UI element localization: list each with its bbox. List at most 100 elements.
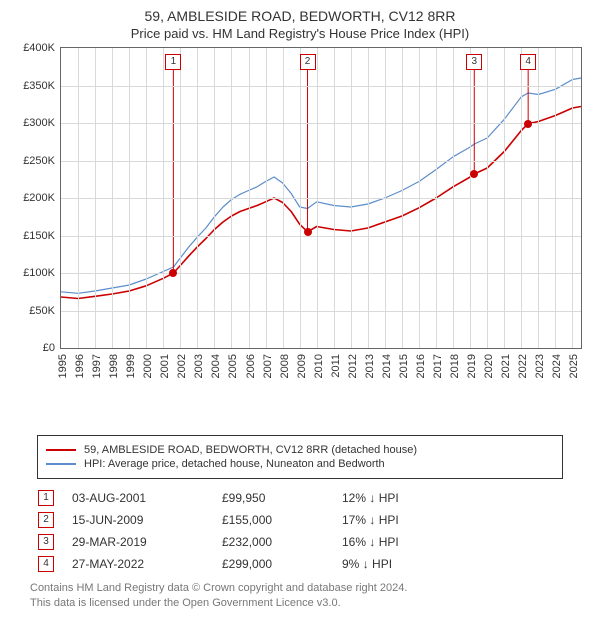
grid-line-v bbox=[402, 48, 403, 348]
grid-line-v bbox=[419, 48, 420, 348]
footnote: Contains HM Land Registry data © Crown c… bbox=[30, 581, 570, 611]
sale-marker-point bbox=[304, 228, 312, 236]
x-tick-label: 2003 bbox=[193, 354, 205, 378]
arrow-down-icon: ↓ bbox=[369, 535, 375, 549]
grid-line-v bbox=[180, 48, 181, 348]
grid-line-v bbox=[300, 48, 301, 348]
x-tick-label: 1999 bbox=[125, 354, 137, 378]
x-tick-label: 2013 bbox=[364, 354, 376, 378]
chart-title-sub: Price paid vs. HM Land Registry's House … bbox=[0, 26, 600, 41]
sale-diff-pct: 12% bbox=[342, 491, 366, 505]
sale-date: 27-MAY-2022 bbox=[72, 557, 222, 571]
x-tick-label: 2008 bbox=[279, 354, 291, 378]
y-tick-label: £150K bbox=[23, 230, 55, 242]
grid-line-h bbox=[61, 198, 581, 199]
arrow-down-icon: ↓ bbox=[363, 557, 369, 571]
x-tick-label: 2021 bbox=[500, 354, 512, 378]
arrow-down-icon: ↓ bbox=[369, 491, 375, 505]
sale-price: £155,000 bbox=[222, 513, 342, 527]
sale-diff-label: HPI bbox=[379, 535, 399, 549]
grid-line-h bbox=[61, 236, 581, 237]
x-tick-label: 2015 bbox=[398, 354, 410, 378]
grid-line-v bbox=[436, 48, 437, 348]
sale-diff: 16% ↓ HPI bbox=[342, 535, 562, 549]
y-tick-label: £100K bbox=[23, 267, 55, 279]
sale-date: 29-MAR-2019 bbox=[72, 535, 222, 549]
x-tick-label: 2005 bbox=[227, 354, 239, 378]
sale-number-box: 3 bbox=[38, 534, 54, 550]
x-tick-label: 2023 bbox=[534, 354, 546, 378]
grid-line-h bbox=[61, 161, 581, 162]
sale-diff-pct: 17% bbox=[342, 513, 366, 527]
y-tick-label: £250K bbox=[23, 155, 55, 167]
grid-line-v bbox=[197, 48, 198, 348]
sale-price: £232,000 bbox=[222, 535, 342, 549]
grid-line-v bbox=[283, 48, 284, 348]
grid-line-v bbox=[504, 48, 505, 348]
legend-box: 59, AMBLESIDE ROAD, BEDWORTH, CV12 8RR (… bbox=[37, 435, 563, 479]
sale-diff-pct: 16% bbox=[342, 535, 366, 549]
grid-line-h bbox=[61, 123, 581, 124]
x-tick-label: 2000 bbox=[142, 354, 154, 378]
legend-swatch bbox=[46, 449, 76, 451]
sales-row: 427-MAY-2022£299,0009% ↓ HPI bbox=[38, 553, 562, 575]
grid-line-v bbox=[78, 48, 79, 348]
grid-line-v bbox=[146, 48, 147, 348]
x-tick-label: 2017 bbox=[432, 354, 444, 378]
grid-line-v bbox=[385, 48, 386, 348]
grid-line-v bbox=[214, 48, 215, 348]
y-tick-label: £400K bbox=[23, 42, 55, 54]
y-tick-label: £300K bbox=[23, 117, 55, 129]
sale-marker-point bbox=[470, 170, 478, 178]
sale-number-box: 4 bbox=[38, 556, 54, 572]
x-tick-label: 2022 bbox=[517, 354, 529, 378]
x-tick-label: 2009 bbox=[296, 354, 308, 378]
x-tick-label: 1997 bbox=[91, 354, 103, 378]
sale-diff-label: HPI bbox=[379, 491, 399, 505]
x-tick-label: 1995 bbox=[57, 354, 69, 378]
grid-line-v bbox=[368, 48, 369, 348]
grid-line-v bbox=[249, 48, 250, 348]
sale-date: 03-AUG-2001 bbox=[72, 491, 222, 505]
grid-line-v bbox=[470, 48, 471, 348]
sale-diff: 17% ↓ HPI bbox=[342, 513, 562, 527]
legend-label: 59, AMBLESIDE ROAD, BEDWORTH, CV12 8RR (… bbox=[84, 444, 417, 456]
x-tick-label: 2006 bbox=[245, 354, 257, 378]
y-tick-label: £200K bbox=[23, 192, 55, 204]
grid-line-v bbox=[453, 48, 454, 348]
sale-diff-label: HPI bbox=[379, 513, 399, 527]
plot-area: £0£50K£100K£150K£200K£250K£300K£350K£400… bbox=[60, 47, 582, 349]
grid-line-v bbox=[351, 48, 352, 348]
x-tick-label: 1998 bbox=[108, 354, 120, 378]
x-tick-label: 2018 bbox=[449, 354, 461, 378]
legend-item: 59, AMBLESIDE ROAD, BEDWORTH, CV12 8RR (… bbox=[46, 444, 554, 456]
sale-date: 15-JUN-2009 bbox=[72, 513, 222, 527]
sale-marker-box: 2 bbox=[300, 54, 316, 70]
sale-number-box: 1 bbox=[38, 490, 54, 506]
x-tick-label: 1996 bbox=[74, 354, 86, 378]
grid-line-v bbox=[95, 48, 96, 348]
x-tick-label: 2024 bbox=[551, 354, 563, 378]
grid-line-h bbox=[61, 86, 581, 87]
x-tick-label: 2010 bbox=[313, 354, 325, 378]
hpi-line bbox=[61, 78, 581, 293]
x-tick-label: 2019 bbox=[466, 354, 478, 378]
grid-line-v bbox=[129, 48, 130, 348]
grid-line-v bbox=[572, 48, 573, 348]
grid-line-v bbox=[317, 48, 318, 348]
grid-line-v bbox=[521, 48, 522, 348]
grid-line-h bbox=[61, 311, 581, 312]
chart-title-main: 59, AMBLESIDE ROAD, BEDWORTH, CV12 8RR bbox=[0, 8, 600, 24]
sale-number-box: 2 bbox=[38, 512, 54, 528]
x-tick-label: 2001 bbox=[159, 354, 171, 378]
x-tick-label: 2011 bbox=[330, 354, 342, 378]
sales-table: 103-AUG-2001£99,95012% ↓ HPI215-JUN-2009… bbox=[38, 487, 562, 575]
footnote-line1: Contains HM Land Registry data © Crown c… bbox=[30, 581, 570, 596]
grid-line-v bbox=[487, 48, 488, 348]
x-tick-label: 2025 bbox=[568, 354, 580, 378]
sale-marker-point bbox=[169, 269, 177, 277]
sale-marker-point bbox=[524, 120, 532, 128]
grid-line-h bbox=[61, 273, 581, 274]
grid-line-v bbox=[266, 48, 267, 348]
grid-line-v bbox=[231, 48, 232, 348]
